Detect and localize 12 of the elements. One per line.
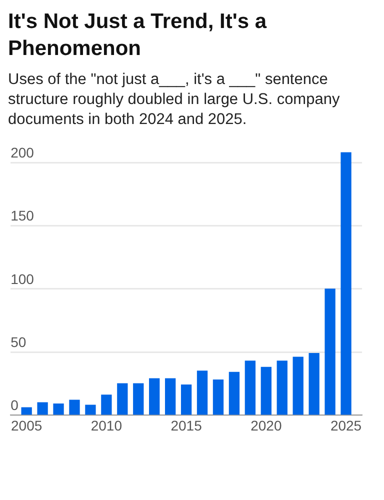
x-tick-label: 2020 [250, 417, 282, 434]
y-tick-label: 0 [10, 397, 19, 414]
y-tick-label: 150 [10, 208, 34, 224]
x-tick-label: 2005 [10, 417, 42, 434]
y-tick-label: 200 [10, 144, 34, 160]
y-tick-label: 50 [10, 334, 26, 350]
x-tick-label: 2015 [170, 417, 202, 434]
x-tick-label: 2010 [90, 417, 122, 434]
chart-title: It's Not Just a Trend, It's a Phenomenon [8, 9, 268, 62]
x-tick-label: 2025 [330, 417, 362, 434]
chart-subtitle: Uses of the "not just a___, it's a ___" sentence structure roughly doubled in large U.S. company documents in both 2024 and 2025. [8, 70, 341, 130]
y-tick-label: 100 [10, 270, 34, 287]
